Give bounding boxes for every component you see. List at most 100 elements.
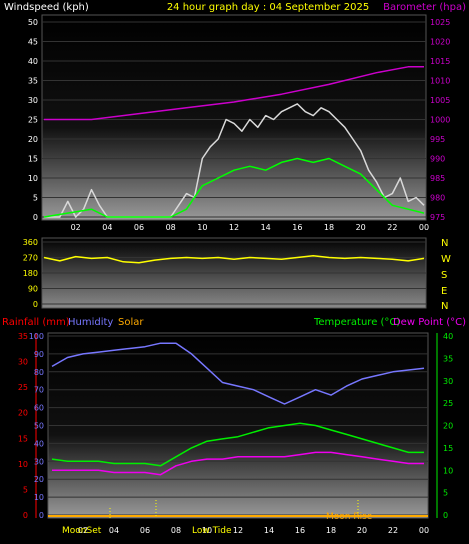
barometer-tick-10: 1025 (430, 18, 450, 27)
temperature-tick-7: 35 (443, 354, 453, 363)
solar-axis-title: Solar (118, 317, 144, 328)
wind-tick-3: 15 (28, 155, 38, 164)
barometer-tick-8: 1015 (430, 57, 450, 66)
compass-w: W (441, 254, 451, 265)
humidity-grid (48, 335, 428, 516)
compass-e: E (441, 286, 447, 297)
humidity-tick-2: 20 (34, 475, 44, 484)
humidity-xtick-1: 04 (109, 526, 119, 535)
wind-axis-title: Windspeed (kph) (4, 2, 89, 13)
barometer-tick-2: 985 (430, 174, 445, 183)
barometer-tick-1: 980 (430, 194, 445, 203)
rainfall-tick-0: 0 (23, 511, 28, 520)
barometer-tick-5: 1000 (430, 116, 450, 125)
temperature-tick-1: 5 (443, 489, 448, 498)
wind-tick-9: 45 (28, 38, 38, 47)
temperature-tick-4: 20 (443, 422, 453, 431)
humidity-axis-title: Humidity (68, 317, 113, 328)
humidity-xtick-6: 14 (264, 526, 274, 535)
humidity-xtick-9: 20 (357, 526, 367, 535)
wind-xtick-1: 04 (102, 223, 112, 232)
direction-tick-1: 90 (28, 285, 38, 294)
compass-labels: N W S E N (441, 238, 451, 312)
dewpoint-axis-title: Dew Point (°C) (393, 317, 466, 328)
humidity-tick-6: 60 (34, 404, 44, 413)
wind-tick-6: 30 (28, 96, 38, 105)
series-average (43, 157, 425, 218)
temperature-tick-5: 25 (443, 399, 453, 408)
barometer-tick-7: 1010 (430, 77, 450, 86)
humidity-y-axis: 0 10 20 30 40 50 60 70 80 90 100 (29, 332, 44, 520)
wind-tick-8: 40 (28, 57, 38, 66)
humidity-xtick-7: 16 (295, 526, 305, 535)
wind-panel (41, 14, 427, 221)
wind-grid (42, 21, 426, 218)
wind-tick-2: 10 (28, 174, 38, 183)
rainfall-tick-4: 20 (18, 409, 28, 418)
barometer-tick-4: 995 (430, 135, 445, 144)
rainfall-tick-5: 25 (18, 383, 28, 392)
wind-xtick-9: 20 (356, 223, 366, 232)
direction-tick-4: 360 (23, 238, 38, 247)
wind-tick-4: 20 (28, 135, 38, 144)
rainfall-tick-3: 15 (18, 434, 28, 443)
humidity-xtick-5: 12 (233, 526, 243, 535)
temperature-tick-3: 15 (443, 444, 453, 453)
wind-xtick-4: 10 (197, 223, 207, 232)
barometer-axis-title: Barometer (hpa) (383, 2, 466, 13)
wind-series (43, 66, 425, 218)
compass-n-bottom: N (441, 301, 448, 312)
humidity-tick-10: 100 (29, 332, 44, 341)
humidity-xtick-11: 00 (419, 526, 429, 535)
series-humidity (51, 342, 425, 405)
temperature-y-axis: 0 5 10 15 20 25 30 35 40 (443, 332, 453, 520)
barometer-tick-9: 1020 (430, 38, 450, 47)
humidity-x-axis: 02 04 06 08 10 12 14 16 18 20 22 00 (78, 526, 429, 535)
humidity-xtick-0: 02 (78, 526, 88, 535)
compass-n-top: N (441, 238, 448, 249)
humidity-tick-7: 70 (34, 386, 44, 395)
series-temperature (51, 422, 424, 467)
wind-xtick-6: 14 (261, 223, 271, 232)
barometer-y-axis: 975 980 985 990 995 1000 1005 1010 1015 1020 1025 (430, 18, 450, 222)
direction-series (43, 255, 425, 264)
humidity-tick-9: 90 (34, 350, 44, 359)
wind-xtick-3: 08 (166, 223, 176, 232)
wind-xtick-11: 00 (419, 223, 429, 232)
lowtide-label: Low Tide (192, 526, 232, 536)
wind-y-axis: 0 5 10 15 20 25 30 35 40 45 50 (28, 18, 38, 222)
humidity-xtick-10: 22 (388, 526, 398, 535)
wind-tick-1: 5 (33, 194, 38, 203)
humidity-xtick-2: 06 (140, 526, 150, 535)
series-direction (43, 255, 425, 264)
humidity-tick-1: 10 (34, 493, 44, 502)
wind-tick-0: 0 (33, 213, 38, 222)
rainfall-tick-6: 30 (18, 358, 28, 367)
wind-xtick-2: 06 (134, 223, 144, 232)
temperature-tick-0: 0 (443, 511, 448, 520)
humidity-tick-5: 50 (34, 422, 44, 431)
wind-xtick-8: 18 (324, 223, 334, 232)
barometer-tick-3: 990 (430, 155, 445, 164)
wind-xtick-10: 22 (387, 223, 397, 232)
chart-title: 24 hour graph day : 04 September 2025 (167, 2, 369, 13)
wind-xtick-5: 12 (229, 223, 239, 232)
rainfall-y-axis: 0 5 10 15 20 25 30 35 (18, 332, 28, 520)
barometer-tick-0: 975 (430, 213, 445, 222)
humidity-tick-3: 30 (34, 457, 44, 466)
wind-tick-10: 50 (28, 18, 38, 27)
wind-xtick-0: 02 (71, 223, 81, 232)
humidity-temperature-series (51, 342, 425, 476)
rainfall-tick-7: 35 (18, 332, 28, 341)
humidity-xtick-3: 08 (171, 526, 181, 535)
compass-s: S (441, 270, 447, 281)
temperature-axis-title: Temperature (°C) (313, 317, 400, 328)
wind-x-axis: 02 04 06 08 10 12 14 16 18 20 22 00 (71, 223, 430, 232)
barometer-tick-6: 1005 (430, 96, 450, 105)
temperature-tick-2: 10 (443, 466, 453, 475)
rainfall-tick-1: 5 (23, 485, 28, 494)
direction-tick-0: 0 (33, 300, 38, 309)
humidity-tick-0: 0 (39, 511, 44, 520)
rainfall-axis-title: Rainfall (mm) (2, 317, 70, 328)
